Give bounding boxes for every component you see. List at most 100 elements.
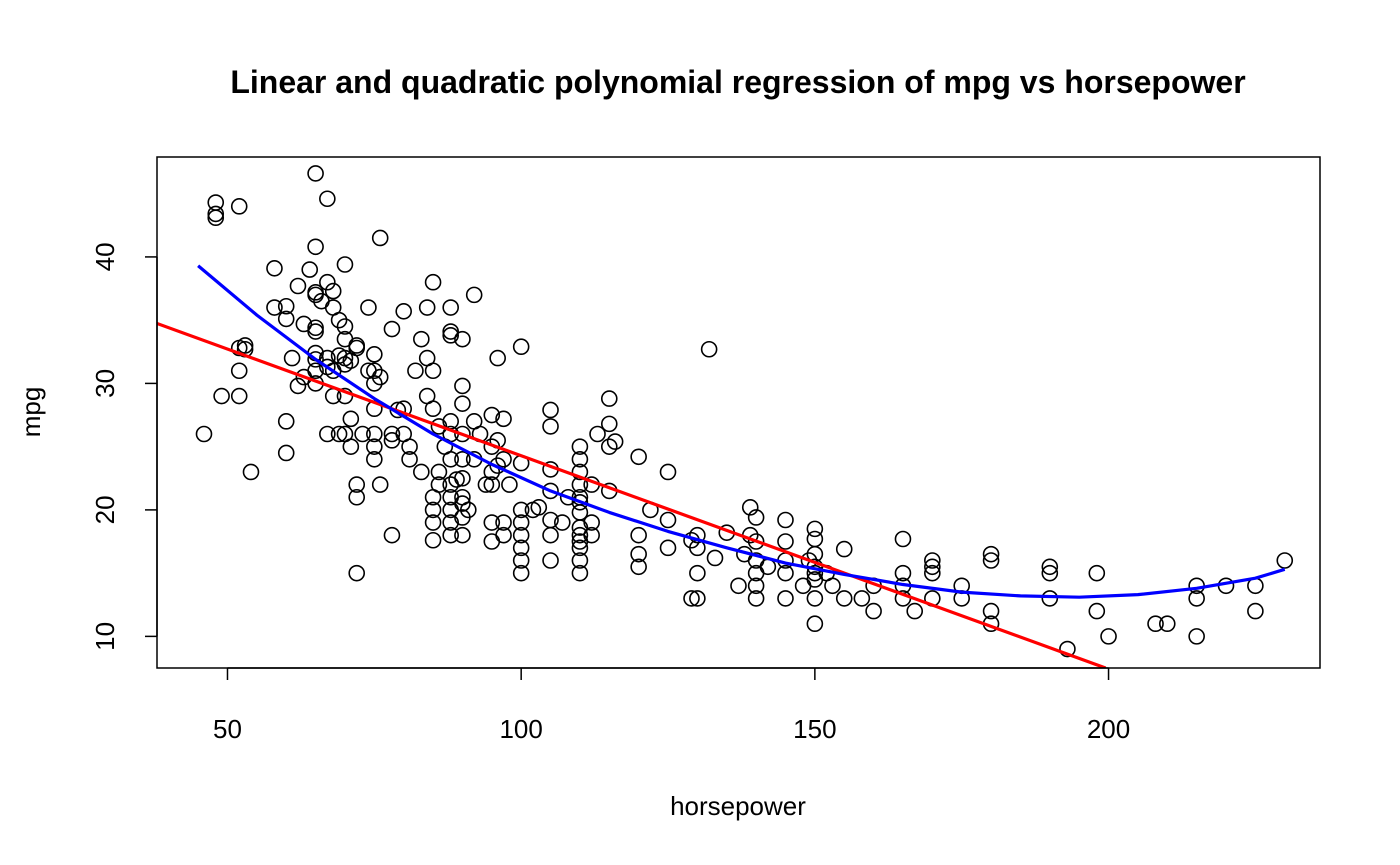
data-point	[495, 526, 512, 544]
data-point	[630, 526, 647, 544]
data-point	[483, 476, 501, 493]
data-point	[424, 514, 442, 531]
data-point	[542, 401, 559, 419]
data-point	[571, 552, 589, 569]
data-point	[982, 552, 1000, 569]
data-point	[571, 564, 589, 582]
data-point	[835, 590, 853, 607]
data-point	[571, 519, 589, 536]
data-point	[542, 418, 559, 435]
data-point	[430, 418, 448, 435]
data-point	[512, 514, 530, 531]
lines-layer	[157, 264, 1286, 668]
data-point	[424, 501, 442, 519]
data-point	[689, 590, 706, 607]
data-point	[1088, 564, 1106, 582]
data-point	[583, 526, 600, 544]
data-point	[982, 602, 1000, 620]
data-point	[747, 577, 765, 595]
data-point	[207, 209, 225, 227]
data-point	[454, 377, 471, 395]
data-point	[606, 433, 624, 450]
data-point	[442, 323, 459, 340]
data-point	[395, 303, 413, 320]
data-point	[442, 450, 459, 468]
data-point	[336, 256, 354, 273]
data-point	[236, 337, 254, 354]
data-point	[1188, 628, 1205, 645]
data-point	[1247, 602, 1264, 620]
data-point	[600, 438, 618, 455]
data-point	[366, 375, 383, 392]
data-point	[342, 438, 360, 455]
data-point	[424, 362, 442, 380]
data-point	[366, 450, 383, 468]
data-point	[442, 327, 459, 344]
data-point	[730, 577, 747, 595]
data-point	[489, 457, 506, 474]
data-point	[366, 346, 383, 363]
data-point	[301, 261, 319, 278]
data-point	[630, 448, 647, 466]
data-point	[307, 284, 324, 301]
data-point	[230, 198, 248, 215]
y-axis-label: mpg	[16, 387, 46, 438]
data-point	[542, 526, 559, 544]
data-point	[759, 558, 777, 576]
data-point	[454, 425, 471, 443]
data-point	[424, 400, 442, 418]
data-point	[659, 539, 677, 557]
data-point	[583, 514, 600, 531]
data-point	[342, 410, 360, 428]
data-point	[741, 499, 759, 516]
data-point	[806, 590, 824, 607]
data-point	[348, 339, 366, 357]
data-point	[330, 425, 348, 443]
data-point	[383, 526, 401, 544]
data-point	[319, 273, 336, 291]
data-point	[483, 406, 501, 424]
data-point	[512, 552, 530, 569]
x-tick-label: 50	[213, 714, 242, 744]
data-point	[348, 476, 366, 493]
data-point	[307, 362, 324, 380]
data-point	[794, 577, 812, 595]
data-point	[483, 514, 501, 531]
x-tick-label: 150	[793, 714, 836, 744]
data-point	[348, 564, 366, 582]
data-point	[571, 539, 589, 557]
data-point	[824, 577, 841, 595]
data-point	[982, 545, 1000, 563]
data-point	[289, 377, 307, 395]
data-point	[495, 514, 512, 531]
data-point	[894, 564, 912, 582]
y-tick-label: 30	[90, 369, 120, 398]
data-point	[371, 229, 389, 247]
data-point	[242, 463, 260, 481]
data-point	[630, 545, 647, 563]
data-point	[454, 526, 471, 544]
data-point	[777, 590, 794, 607]
data-point	[277, 297, 295, 315]
data-point	[512, 338, 530, 356]
data-point	[407, 362, 424, 380]
data-point	[853, 590, 871, 607]
data-point	[571, 493, 589, 511]
data-point	[542, 482, 559, 500]
data-point	[1147, 615, 1164, 633]
data-point	[460, 501, 477, 519]
data-point	[366, 362, 383, 380]
data-point	[600, 415, 618, 433]
chart-title: Linear and quadratic polynomial regressi…	[230, 64, 1245, 100]
data-point	[465, 286, 483, 304]
data-point	[700, 340, 718, 358]
data-point	[307, 319, 324, 337]
data-point	[413, 463, 430, 481]
data-point	[330, 311, 348, 329]
data-point	[213, 387, 230, 405]
data-point	[430, 463, 448, 481]
data-point	[559, 488, 577, 506]
points-layer	[195, 165, 1294, 658]
data-point	[277, 413, 295, 430]
